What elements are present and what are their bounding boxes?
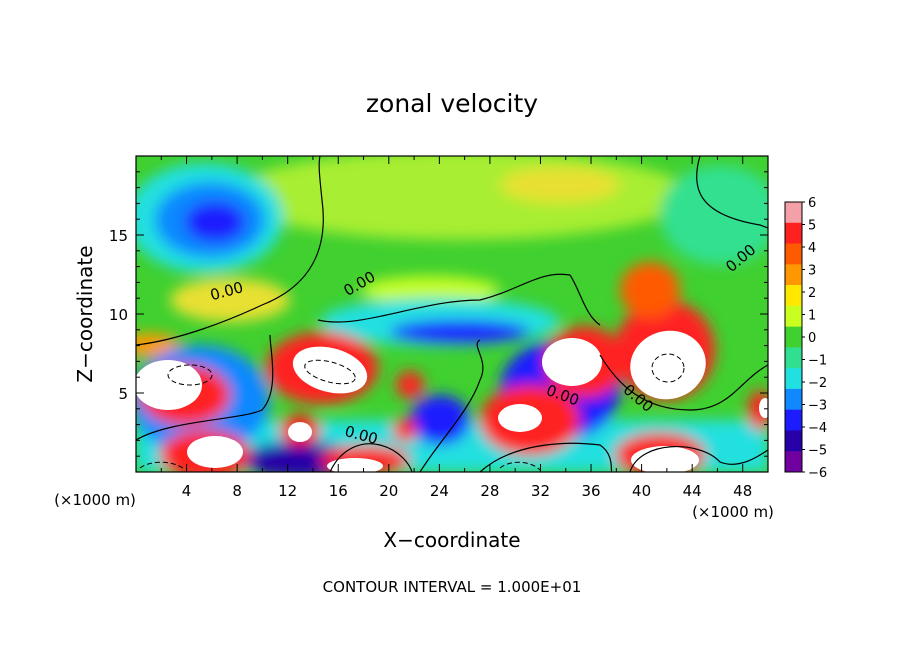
colorbar: 6 5 4 3 2 1 0 −1 −2 −3 −4 −5 −6 [784, 196, 827, 481]
colorbar-label: −3 [808, 399, 827, 414]
y-tick-label: 15 [109, 227, 128, 245]
x-axis-ticks: 4 8 12 16 20 24 28 32 36 40 44 48 [160, 156, 769, 500]
colorbar-swatch [785, 451, 802, 473]
x-tick-label: 4 [182, 482, 192, 500]
x-tick-label: 20 [379, 482, 398, 500]
x-tick-label: 16 [329, 482, 348, 500]
saturated-cores [136, 330, 768, 472]
x-tick-label: 36 [581, 482, 600, 500]
colorbar-label: 5 [808, 219, 816, 234]
colorbar-swatch [785, 243, 802, 265]
y-tick-label: 10 [109, 306, 128, 324]
colorbar-label: 0 [808, 331, 816, 346]
x-tick-label: 24 [430, 482, 449, 500]
y-tick-label: 5 [118, 385, 128, 403]
heatmap-field [136, 156, 768, 472]
colorbar-label: −2 [808, 376, 827, 391]
colorbar-swatch [785, 347, 802, 369]
colorbar-label: 2 [808, 286, 816, 301]
colorbar-swatch [785, 285, 802, 307]
x-axis-label: X−coordinate [383, 528, 520, 552]
colorbar-swatch [785, 409, 802, 431]
x-tick-label: 12 [278, 482, 297, 500]
colorbar-label: −4 [808, 421, 827, 436]
x-tick-label: 8 [232, 482, 242, 500]
colorbar-label: 4 [808, 241, 816, 256]
x-axis-unit-right: (×1000 m) [692, 503, 774, 521]
y-axis-label: Z−coordinate [73, 245, 97, 382]
colorbar-swatch [785, 222, 802, 244]
x-tick-label: 28 [480, 482, 499, 500]
dashed-contours [139, 353, 685, 471]
colorbar-label: −5 [808, 444, 827, 459]
colorbar-swatch [785, 368, 802, 390]
colorbar-label: 1 [808, 309, 816, 324]
x-tick-label: 32 [531, 482, 550, 500]
colorbar-label: −6 [808, 466, 827, 481]
colorbar-swatch [785, 305, 802, 327]
colorbar-swatch [785, 388, 802, 410]
colorbar-label: 6 [808, 196, 816, 211]
colorbar-swatch [785, 430, 802, 452]
x-tick-label: 40 [632, 482, 651, 500]
colorbar-label: 3 [808, 264, 816, 279]
colorbar-swatch [785, 264, 802, 286]
y-axis-ticks: 5 10 15 [109, 171, 768, 457]
contour-interval-note: CONTOUR INTERVAL = 1.000E+01 [323, 578, 582, 596]
x-tick-label: 44 [683, 482, 702, 500]
colorbar-swatch [785, 202, 802, 224]
colorbar-swatch [785, 326, 802, 348]
x-tick-label: 48 [733, 482, 752, 500]
zero-contours [136, 156, 768, 472]
x-axis-unit-left: (×1000 m) [54, 491, 136, 509]
colorbar-label: −1 [808, 354, 827, 369]
chart-title: zonal velocity [366, 89, 538, 118]
